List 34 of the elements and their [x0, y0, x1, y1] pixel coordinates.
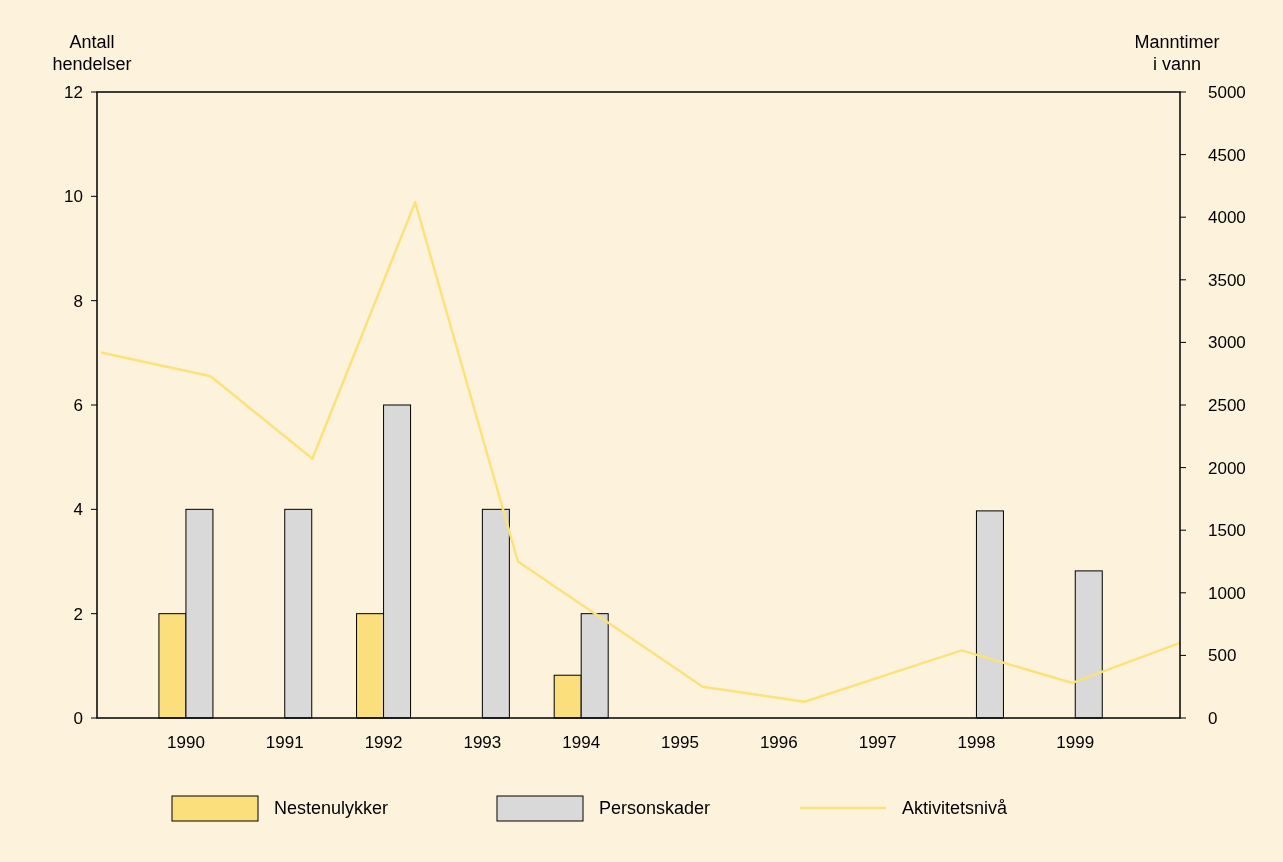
y2-tick-label: 500	[1208, 646, 1237, 666]
y2-tick-label: 3500	[1208, 270, 1246, 290]
y-tick-label: 0	[73, 708, 83, 728]
y2-tick-label: 4000	[1208, 208, 1246, 228]
x-tick-label: 1997	[858, 733, 897, 752]
legend-label: Personskader	[599, 798, 711, 819]
x-tick-label: 1993	[463, 733, 502, 752]
y2-tick-label: 3000	[1208, 333, 1246, 353]
y-tick-label: 8	[73, 291, 83, 311]
y2-tick-label: 4500	[1208, 145, 1246, 165]
y2-tick-label: 0	[1208, 708, 1218, 728]
x-tick-label: 1991	[265, 733, 304, 752]
y2-tick-label: 2500	[1208, 395, 1246, 415]
x-tick-label: 1990	[167, 733, 205, 752]
y2-tick-label: 1000	[1208, 583, 1246, 603]
y-tick-label: 4	[73, 500, 83, 520]
x-tick-label: 1992	[364, 733, 403, 752]
y2-tick-label: 2000	[1208, 458, 1246, 478]
y2-axis-title: Manntimer i vann	[1134, 32, 1220, 74]
y-tick-label: 12	[64, 82, 83, 102]
y-axis-title: Antall hendelser	[52, 32, 132, 74]
y-tick-label: 6	[73, 395, 83, 415]
y2-tick-label: 5000	[1208, 82, 1246, 102]
y-tick-label: 2	[73, 604, 83, 624]
line-series	[99, 200, 1182, 703]
y2-tick-label: 1500	[1208, 521, 1246, 541]
y-tick-label: 10	[64, 187, 83, 207]
x-tick-label: 1994	[562, 733, 601, 752]
legend-label: Nestenulykker	[274, 798, 389, 819]
legend-label: Aktivitetsnivå	[902, 798, 1009, 819]
x-tick-label: 1999	[1056, 733, 1095, 752]
x-tick-label: 1995	[661, 733, 699, 752]
x-tick-label: 1996	[759, 733, 798, 752]
x-tick-label: 1998	[957, 733, 996, 752]
